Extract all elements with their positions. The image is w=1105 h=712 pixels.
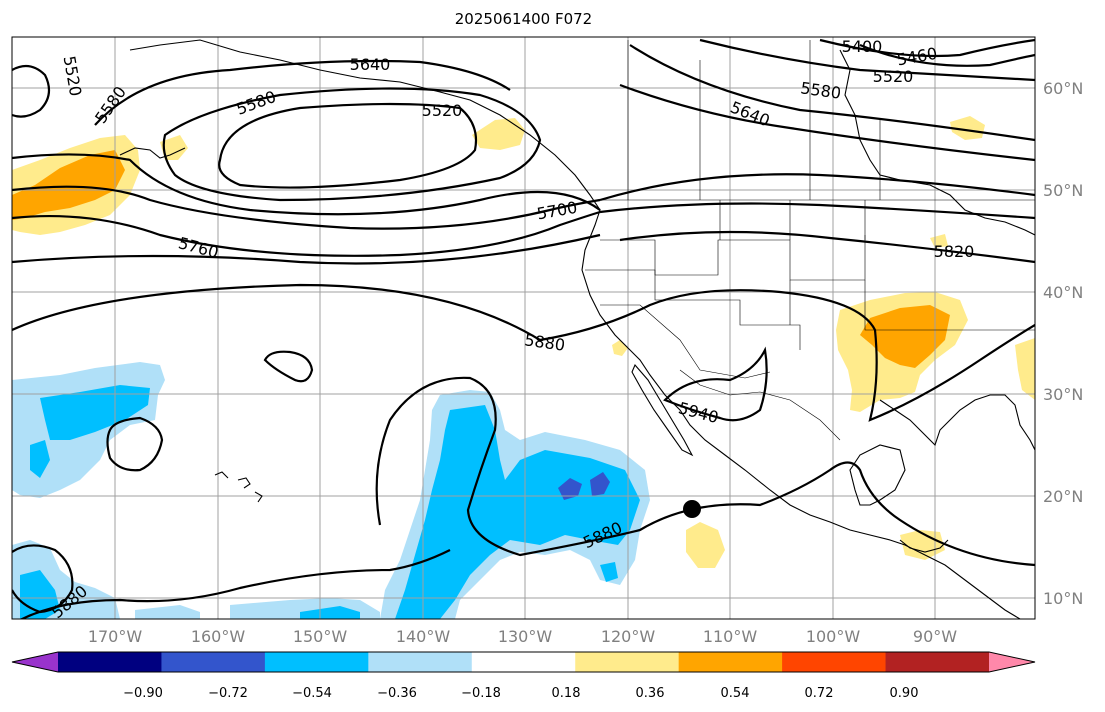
colorbar-segment	[368, 652, 473, 672]
colorbar-segment	[782, 652, 887, 672]
contour-label: 5640	[350, 55, 391, 74]
lon-tick: 150°W	[293, 627, 348, 646]
lon-tick: 130°W	[498, 627, 553, 646]
lon-tick: 160°W	[191, 627, 246, 646]
contour-label: 5400	[842, 37, 883, 56]
map-title: 2025061400 F072	[454, 10, 593, 28]
lon-tick: 140°W	[396, 627, 451, 646]
lat-tick: 10°N	[1043, 589, 1083, 608]
lat-tick: 40°N	[1043, 283, 1083, 302]
height-contours	[12, 38, 1035, 619]
colorbar-tick: −0.90	[123, 686, 163, 701]
storm-center-marker	[683, 500, 701, 518]
longitude-tick-labels: 170°W 160°W 150°W 140°W 130°W 120°W 110°…	[88, 627, 957, 646]
lat-tick: 30°N	[1043, 385, 1083, 404]
colorbar-segment	[575, 652, 680, 672]
colorbar-tick: 0.18	[552, 686, 581, 701]
colorbar-segment	[885, 652, 990, 672]
colorbar-segment	[58, 652, 162, 672]
political-boundaries	[585, 40, 1035, 441]
colorbar-segment	[471, 652, 576, 672]
lon-tick: 110°W	[703, 627, 758, 646]
negative-anomaly-fields	[12, 362, 650, 619]
colorbar-tick-labels: −0.90 −0.72 −0.54 −0.36 −0.18 0.18 0.36 …	[123, 686, 918, 701]
colorbar-tick: −0.54	[292, 686, 332, 701]
colorbar-tick: −0.72	[208, 686, 248, 701]
contour-label: 5820	[934, 242, 975, 261]
colorbar-tick: −0.36	[377, 686, 417, 701]
colorbar-tick: 0.90	[890, 686, 919, 701]
lon-tick: 120°W	[601, 627, 656, 646]
colorbar-segment	[678, 652, 783, 672]
latitude-tick-labels: 60°N 50°N 40°N 30°N 20°N 10°N	[1043, 79, 1083, 608]
lon-tick: 100°W	[806, 627, 861, 646]
lat-tick: 60°N	[1043, 79, 1083, 98]
colorbar	[11, 651, 1036, 673]
colorbar-tick: −0.18	[461, 686, 501, 701]
contour-label: 5520	[873, 67, 914, 86]
map-frame	[11, 36, 1036, 620]
colorbar-extension-high	[989, 652, 1035, 672]
colorbar-tick: 0.54	[721, 686, 750, 701]
colorbar-segment	[264, 652, 369, 672]
lat-tick: 20°N	[1043, 487, 1083, 506]
lon-tick: 90°W	[913, 627, 957, 646]
contour-label: 5520	[422, 101, 463, 120]
colorbar-tick: 0.36	[636, 686, 665, 701]
colorbar-extension-low	[12, 652, 58, 672]
colorbar-tick: 0.72	[805, 686, 834, 701]
colorbar-outline	[11, 651, 1036, 673]
lon-tick: 170°W	[88, 627, 143, 646]
lat-tick: 50°N	[1043, 181, 1083, 200]
colorbar-segment	[161, 652, 266, 672]
